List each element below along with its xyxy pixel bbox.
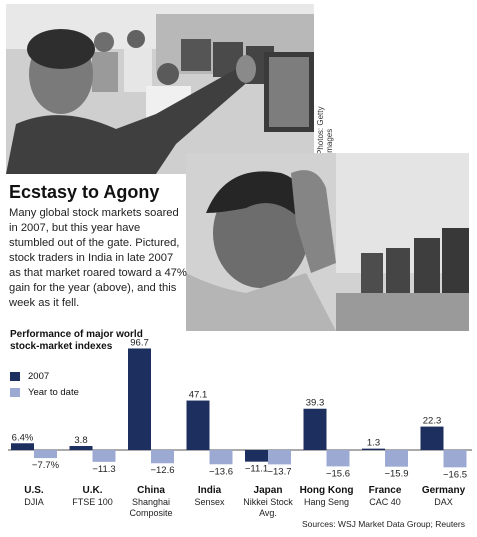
category-index-7: DAX xyxy=(434,497,453,507)
bar-ytd-0 xyxy=(34,450,57,459)
bar-ytd-2 xyxy=(151,450,174,464)
category-index-2: Shanghai xyxy=(132,497,170,507)
data-label-ytd-6: −15.9 xyxy=(384,469,408,480)
data-label-2007-3: 47.1 xyxy=(189,390,208,401)
bar-2007-3 xyxy=(186,400,210,450)
photo-trader-despair xyxy=(186,153,469,331)
traders-celebrating-illustration xyxy=(6,4,314,174)
bar-2007-5 xyxy=(303,408,327,450)
bar-ytd-4 xyxy=(268,450,291,465)
legend-label-2007: 2007 xyxy=(28,371,50,382)
data-label-2007-6: 1.3 xyxy=(367,438,380,449)
category-index-5: Hang Seng xyxy=(304,497,349,507)
bar-2007-0 xyxy=(11,443,34,450)
category-country-1: U.K. xyxy=(83,485,103,496)
photo-traders-celebrating xyxy=(6,4,314,174)
data-label-ytd-0: −7.7% xyxy=(32,460,60,471)
category-index-0: DJIA xyxy=(24,497,44,507)
legend-label-ytd: Year to date xyxy=(28,387,79,398)
bar-ytd-1 xyxy=(92,450,116,462)
chart-title: Performance of major world stock-market … xyxy=(10,329,143,352)
legend-item-2007: 2007 xyxy=(10,371,49,382)
bar-2007-7 xyxy=(420,426,444,450)
data-label-2007-4: −11.1 xyxy=(245,464,268,475)
trader-despair-illustration xyxy=(186,153,469,331)
category-index-2-line2: Composite xyxy=(129,508,172,518)
data-label-ytd-5: −15.6 xyxy=(326,468,350,479)
source-note: Sources: WSJ Market Data Group; Reuters xyxy=(302,519,465,529)
bar-2007-2 xyxy=(128,348,151,450)
bar-2007-6 xyxy=(362,448,385,450)
bar-2007-1 xyxy=(69,446,93,450)
category-index-3: Sensex xyxy=(194,497,225,507)
legend-item-ytd: Year to date xyxy=(10,387,79,398)
data-label-ytd-7: −16.5 xyxy=(443,469,467,480)
bar-chart: 6.4% −7.7% U.S.DJIA 3.8 −11.3 U.K.FTSE 100 96.… xyxy=(8,337,472,518)
bar-2007-4 xyxy=(245,450,268,462)
data-label-ytd-4: −13.7 xyxy=(267,466,291,477)
category-index-1: FTSE 100 xyxy=(72,497,113,507)
data-label-2007-7: 22.3 xyxy=(423,416,442,427)
bar-ytd-3 xyxy=(209,450,233,465)
category-index-4: Nikkei Stock xyxy=(243,497,293,507)
data-label-2007-0: 6.4% xyxy=(12,432,34,443)
category-country-0: U.S. xyxy=(24,485,44,496)
category-country-5: Hong Kong xyxy=(300,485,354,496)
bar-ytd-6 xyxy=(385,450,408,467)
data-label-2007-2: 96.7 xyxy=(130,337,149,348)
data-label-ytd-3: −13.6 xyxy=(209,466,233,477)
data-label-ytd-1: −11.3 xyxy=(92,464,115,475)
bar-ytd-5 xyxy=(326,450,350,467)
category-country-2: China xyxy=(137,485,165,496)
category-country-6: France xyxy=(369,485,402,496)
data-label-2007-5: 39.3 xyxy=(306,398,325,409)
category-country-3: India xyxy=(198,485,222,496)
category-index-6: CAC 40 xyxy=(369,497,401,507)
legend-swatch-ytd xyxy=(10,388,20,397)
category-country-4: Japan xyxy=(254,485,283,496)
headline: Ecstasy to Agony xyxy=(9,182,160,202)
photo-credit: Photos: Getty Images xyxy=(316,106,334,155)
legend-swatch-2007 xyxy=(10,372,20,381)
category-index-4-line2: Avg. xyxy=(259,508,277,518)
category-country-7: Germany xyxy=(422,485,466,496)
data-label-2007-1: 3.8 xyxy=(74,435,87,446)
bar-ytd-7 xyxy=(443,450,467,468)
data-label-ytd-2: −12.6 xyxy=(150,465,174,476)
caption-body: Many global stock markets soared in 2007… xyxy=(9,207,187,309)
